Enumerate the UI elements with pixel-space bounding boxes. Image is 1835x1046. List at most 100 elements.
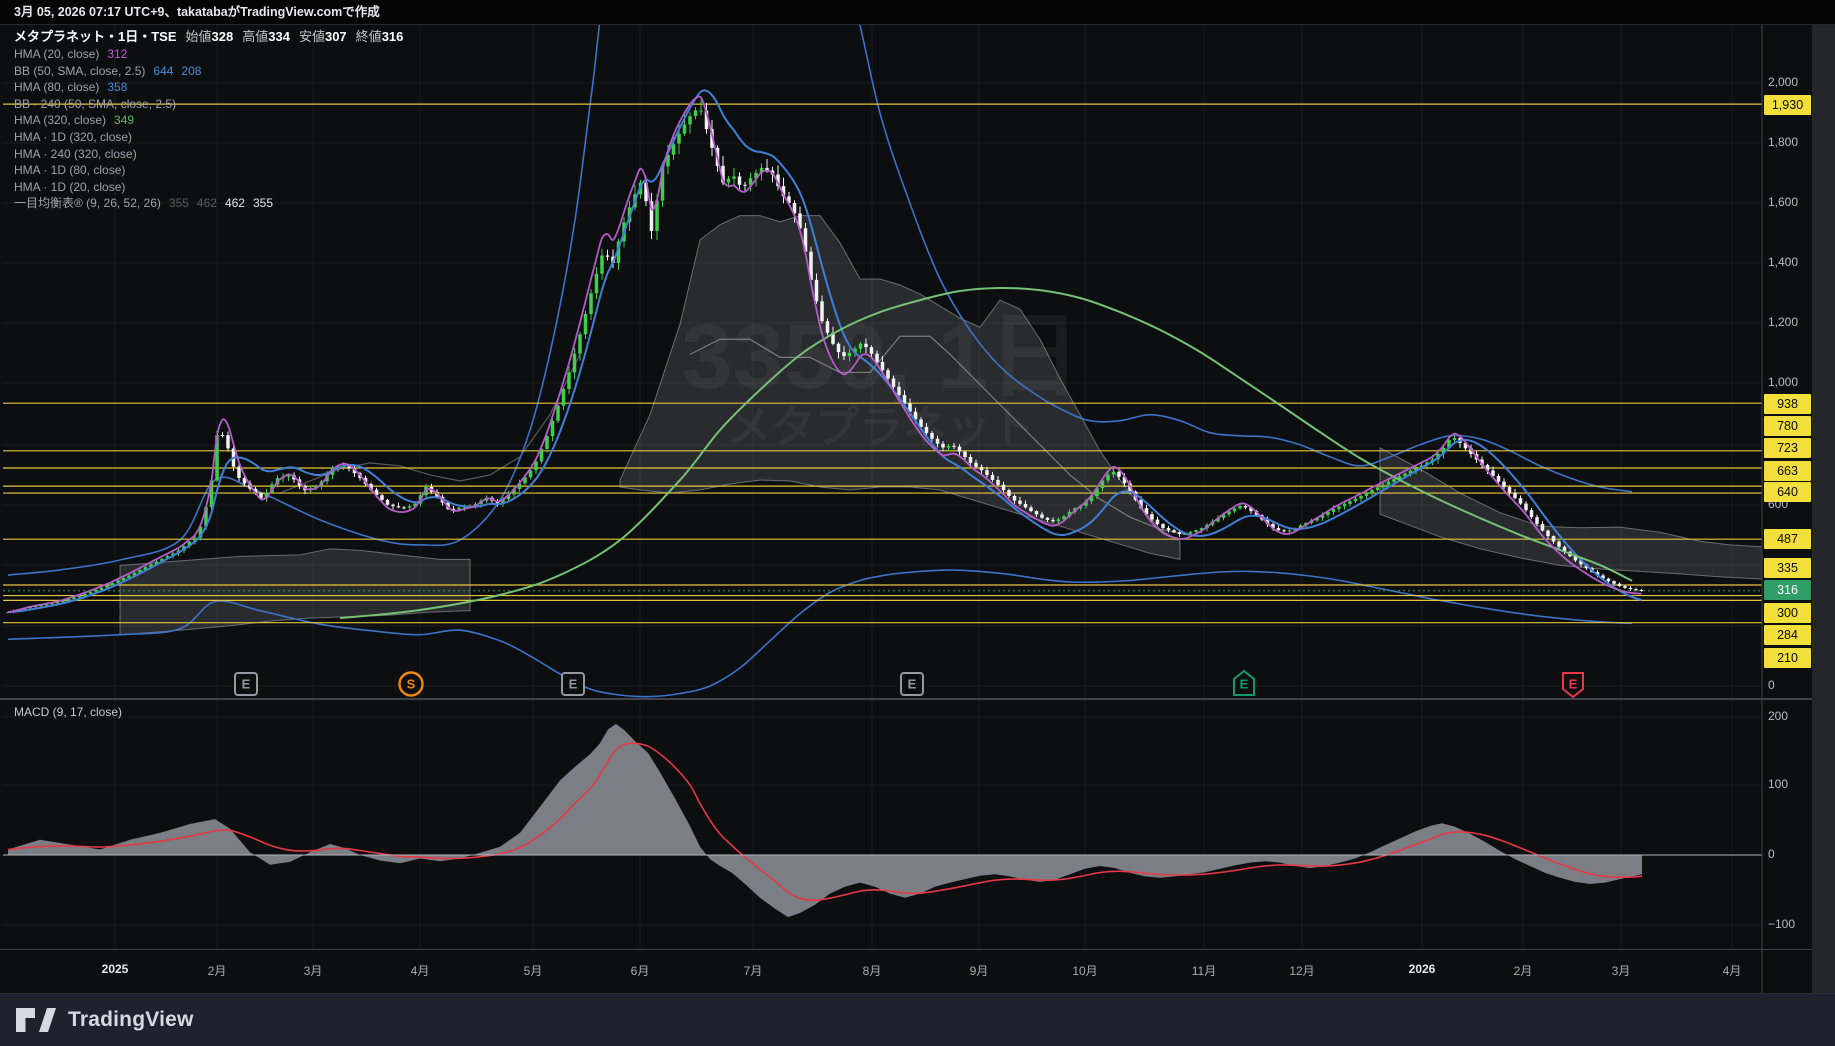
symbol-name[interactable]: メタプラネット・1日・TSE [14, 29, 177, 44]
legend-row-label: BB · 240 (50, SMA, close, 2.5) [14, 96, 177, 111]
time-axis-label: 12月 [1289, 964, 1315, 978]
legend-row-label: BB (50, SMA, close, 2.5) [14, 63, 146, 78]
legend-row-value: 462 [196, 196, 217, 211]
creation-attribution-text: 3月 05, 2026 07:17 UTC+9、takatabaがTrading… [14, 5, 380, 19]
svg-text:E: E [569, 677, 578, 692]
legend-row[interactable]: HMA (20, close) 312 [14, 46, 403, 63]
ohlc-label: 高値 [242, 29, 269, 44]
current-price-badge[interactable]: 316 [1764, 580, 1811, 600]
price-level-badge[interactable]: 487 [1764, 529, 1811, 549]
svg-text:E: E [242, 677, 251, 692]
ohlc-value: 334 [268, 29, 290, 44]
event-marker-square[interactable]: E [234, 672, 258, 696]
svg-text:E: E [1569, 677, 1578, 692]
svg-text:メタプラネット: メタプラネット [727, 403, 1035, 452]
macd-axis-label: −100 [1768, 917, 1796, 931]
hma320-line [339, 286, 1633, 620]
time-axis-label: 2月 [207, 964, 227, 978]
ichimoku-cloud [1379, 446, 1762, 580]
event-marker-shield-down[interactable]: E [1562, 672, 1584, 699]
time-axis-label: 7月 [743, 964, 763, 978]
legend-row[interactable]: BB (50, SMA, close, 2.5) 644 208 [14, 63, 403, 80]
price-axis-label: 1,000 [1768, 375, 1799, 389]
time-axis-label: 2026 [1408, 962, 1436, 976]
legend-row[interactable]: HMA · 1D (320, close) [14, 129, 403, 146]
horizontal-price-lines[interactable] [3, 103, 1762, 624]
svg-text:3350, 1日: 3350, 1日 [682, 306, 1081, 408]
tradingview-wordmark[interactable]: TradingView [68, 1008, 194, 1031]
macd-area [8, 723, 1642, 918]
legend-row[interactable]: BB · 240 (50, SMA, close, 2.5) [14, 96, 403, 113]
time-axis-label: 11月 [1191, 964, 1217, 978]
legend-row-value: 312 [107, 47, 128, 61]
price-level-badge[interactable]: 335 [1764, 558, 1811, 578]
event-marker-square[interactable]: E [561, 672, 585, 696]
time-axis-label: 4月 [410, 964, 430, 978]
bb-lower-band [7, 569, 1633, 698]
legend-row[interactable]: 一目均衡表® (9, 26, 52, 26) 355 462 462 355 [14, 195, 403, 212]
ohlc-label: 始値 [185, 29, 212, 44]
event-marker-square[interactable]: E [900, 672, 924, 696]
macd-pane [3, 723, 1762, 918]
time-axis-label: 5月 [523, 964, 543, 978]
price-axis-label: 0 [1768, 678, 1775, 692]
price-axis-label: 1,600 [1768, 195, 1799, 209]
svg-text:E: E [908, 677, 917, 692]
legend-row-label: 一目均衡表® (9, 26, 52, 26) [14, 196, 161, 211]
macd-axis-label: 100 [1768, 777, 1789, 791]
watermark: 3350, 1日メタプラネット [682, 306, 1081, 452]
time-axis-label: 9月 [969, 964, 989, 978]
legend-row-value: 358 [107, 80, 128, 95]
chart-background [0, 24, 1812, 993]
event-marker-circle[interactable]: S [398, 671, 424, 697]
legend-row-value: 462 [224, 196, 245, 211]
legend-row-label: HMA (320, close) [14, 113, 107, 128]
indicator-legend: メタプラネット・1日・TSE 始値328 高値334 安値307 終値316 HMA (… [14, 28, 403, 212]
symbol-title-row[interactable]: メタプラネット・1日・TSE 始値328 高値334 安値307 終値316 [14, 28, 403, 46]
legend-row-value: 355 [168, 196, 189, 211]
ohlc-value: 328 [211, 29, 234, 44]
legend-row-label: HMA · 1D (20, close) [14, 179, 126, 194]
time-axis-label: 2月 [1513, 964, 1533, 978]
legend-row-value: 644 [153, 63, 174, 78]
macd-signal-line [7, 742, 1643, 902]
price-level-badge[interactable]: 663 [1764, 461, 1811, 481]
legend-row-label: HMA · 240 (320, close) [14, 146, 137, 161]
ohlc-value: 307 [324, 29, 347, 44]
legend-row-label: HMA · 1D (80, close) [14, 163, 126, 178]
ichimoku-cloud [119, 548, 471, 636]
legend-row[interactable]: HMA · 1D (20, close) [14, 179, 403, 196]
price-level-badge[interactable]: 640 [1764, 482, 1811, 502]
ohlc-label: 終値 [355, 29, 382, 44]
legend-row-label: HMA · 1D (320, close) [14, 129, 133, 144]
legend-row[interactable]: HMA (320, close) 349 [14, 112, 403, 129]
legend-row[interactable]: HMA · 1D (80, close) [14, 162, 403, 179]
pane-borders [0, 24, 1835, 993]
ohlc-value: 316 [381, 29, 404, 44]
price-level-badge[interactable]: 1,930 [1764, 95, 1811, 115]
svg-text:E: E [1240, 677, 1249, 692]
price-level-badge[interactable]: 284 [1764, 625, 1811, 645]
ohlc-label: 安値 [298, 29, 325, 44]
footer-bar: TradingView [0, 993, 1835, 1046]
price-level-badge[interactable]: 780 [1764, 416, 1811, 436]
legend-row[interactable]: HMA · 240 (320, close) [14, 146, 403, 163]
time-axis-label: 3月 [303, 964, 323, 978]
price-axis-label: 1,200 [1768, 315, 1799, 329]
legend-row-label: HMA (80, close) [14, 80, 100, 95]
price-level-badge[interactable]: 210 [1764, 648, 1811, 668]
price-level-badge[interactable]: 300 [1764, 603, 1811, 623]
price-level-badge[interactable]: 938 [1764, 394, 1811, 414]
macd-indicator-label[interactable]: MACD (9, 17, close) [14, 705, 123, 719]
time-axis-label: 3月 [1611, 964, 1631, 978]
price-level-badge[interactable]: 723 [1764, 438, 1811, 458]
legend-row[interactable]: HMA (80, close) 358 [14, 79, 403, 96]
event-marker-shield-up[interactable]: E [1233, 669, 1255, 696]
tradingview-logo-icon[interactable] [14, 1005, 58, 1035]
price-axis-label: 2,000 [1768, 75, 1799, 89]
time-axis-label: 10月 [1072, 964, 1098, 978]
legend-rows: HMA (20, close) 312 BB (50, SMA, close, 2.… [14, 46, 403, 212]
